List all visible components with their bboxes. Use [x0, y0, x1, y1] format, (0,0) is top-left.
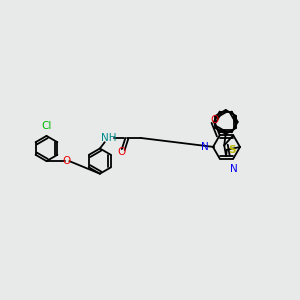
Text: N: N — [230, 164, 238, 174]
Text: S: S — [228, 145, 236, 155]
Text: O: O — [63, 156, 71, 166]
Text: O: O — [118, 146, 126, 157]
Text: N: N — [201, 142, 208, 152]
Text: Cl: Cl — [41, 121, 52, 130]
Text: NH: NH — [101, 133, 117, 143]
Text: O: O — [210, 115, 218, 125]
